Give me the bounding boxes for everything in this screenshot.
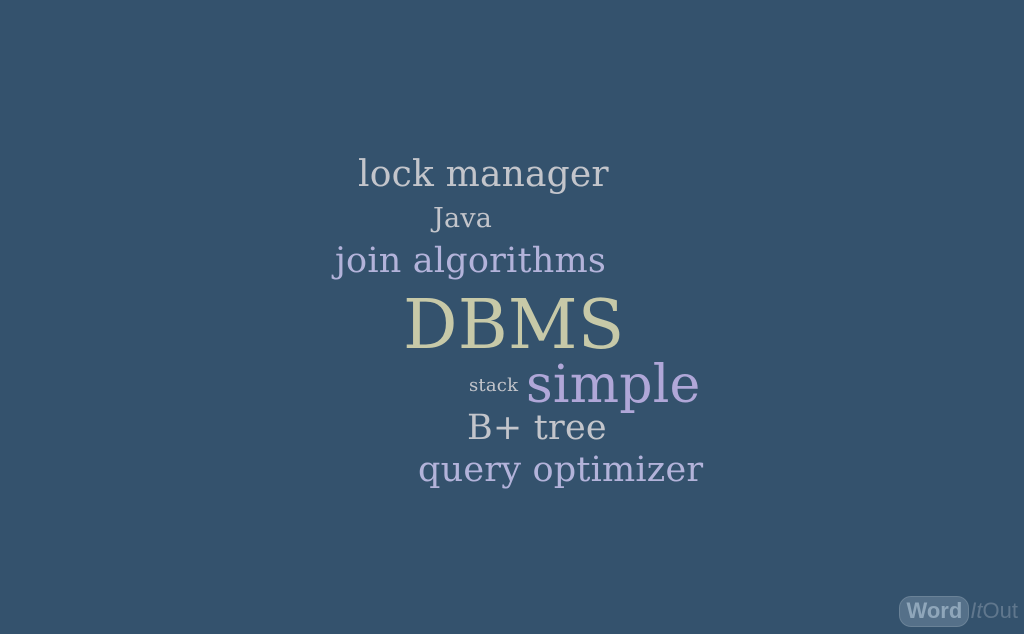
word-simple: simple bbox=[526, 355, 701, 415]
word-lock-manager: lock manager bbox=[358, 154, 609, 195]
wordItOut-logo[interactable]: Word It Out bbox=[899, 594, 1018, 628]
word-stack: stack bbox=[469, 375, 519, 396]
logo-out: Out bbox=[982, 598, 1018, 623]
logo-it: It bbox=[970, 598, 983, 623]
logo-word: Word bbox=[899, 595, 970, 627]
word-query-optimizer: query optimizer bbox=[418, 450, 704, 490]
word-java: Java bbox=[433, 203, 493, 234]
word-join-algorithms: join algorithms bbox=[335, 241, 607, 281]
word-dbms: DBMS bbox=[403, 286, 625, 365]
word-b-plus-tree: B+ tree bbox=[467, 408, 607, 448]
